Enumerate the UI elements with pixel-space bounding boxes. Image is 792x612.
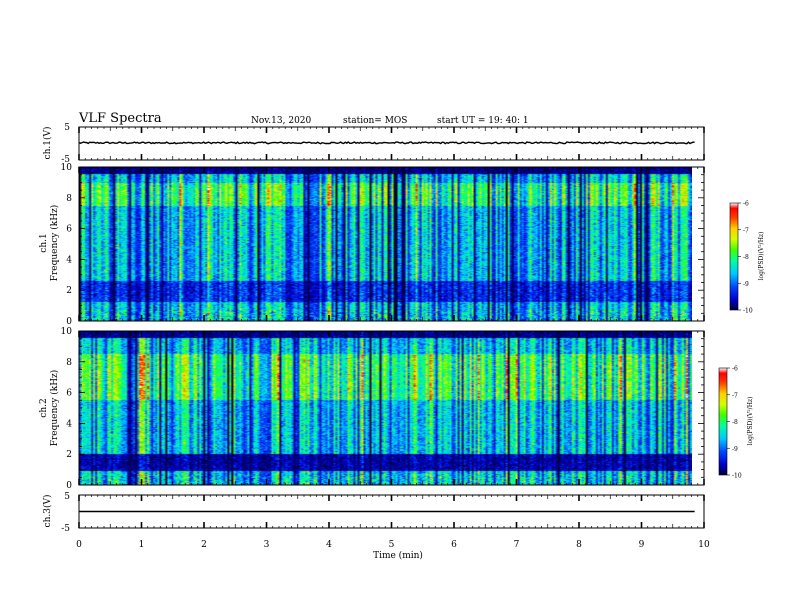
- ch2-colorbar-ticks: -6 -7 -8 -9 -10: [727, 366, 742, 480]
- ch1-freq-ticks: 0 2 4 6 8 10: [61, 163, 705, 327]
- freq-tick-label: 6: [66, 389, 72, 399]
- freq-tick-label: 2: [66, 286, 72, 296]
- time-axis-label: Time (min): [373, 550, 423, 561]
- ch3-ytick-bottom: -5: [61, 524, 70, 534]
- ch1-spectrogram-image: [79, 167, 692, 321]
- colorbar-tick-label: -10: [743, 308, 753, 315]
- ch1-trace: [78, 141, 695, 145]
- colorbar-tick-label: -8: [732, 419, 738, 426]
- freq-tick-label: 0: [66, 317, 72, 327]
- ch1-waveform-panel: 5 -5 ch.1(V): [42, 123, 705, 165]
- freq-tick-label: 4: [66, 255, 72, 265]
- time-tick-label: 2: [201, 540, 207, 550]
- freq-tick-label: 10: [61, 163, 73, 173]
- ch3-waveform-panel: 5 -5 ch.3(V): [42, 492, 705, 534]
- freq-tick-label: 8: [66, 194, 72, 204]
- ch1-colorbar-label: log(PSD)(V²/Hz): [758, 232, 765, 281]
- time-tick-label: 10: [698, 540, 710, 550]
- ch3-ticks: [78, 495, 705, 528]
- time-tick-label: 0: [76, 540, 82, 550]
- time-tick-label: 6: [451, 540, 457, 550]
- colorbar-tick-label: -9: [743, 281, 749, 288]
- ch3-ylabel: ch.3(V): [42, 495, 53, 528]
- time-tick-label: 1: [139, 540, 145, 550]
- ch1-colorbar: -6 -7 -8 -9 -10 log(PSD)(V²/Hz): [729, 201, 765, 315]
- ch2-colorbar-label: log(PSD)(V²/Hz): [747, 397, 754, 446]
- colorbar-tick-label: -7: [743, 227, 749, 234]
- ch1-ticks: [78, 126, 705, 161]
- ch1-ytick-bottom: -5: [61, 155, 70, 165]
- station-label: station= MOS: [343, 116, 408, 126]
- ch1-colorbar-fill: [729, 202, 739, 311]
- colorbar-tick-label: -8: [743, 254, 749, 261]
- time-tick-label: 7: [514, 540, 520, 550]
- colorbar-tick-label: -9: [732, 446, 738, 453]
- colorbar-tick-label: -6: [743, 201, 749, 208]
- time-tick-label: 9: [639, 540, 645, 550]
- date-label: Nov.13, 2020: [251, 116, 312, 126]
- ch1-freq-axis-label: Frequency (kHz): [49, 205, 60, 282]
- ch2-panel-label: ch.2: [39, 398, 49, 417]
- ch3-ytick-top: 5: [64, 492, 70, 502]
- colorbar-tick-label: -6: [732, 366, 738, 373]
- freq-tick-label: 6: [66, 225, 72, 235]
- time-axis: 0 1 2 3 4 5 6 7 8 9 10: [76, 540, 710, 550]
- freq-tick-label: 8: [66, 358, 72, 368]
- ch2-freq-axis-label: Frequency (kHz): [49, 370, 60, 447]
- ch2-spectrogram-image: [79, 331, 692, 485]
- ch1-panel-label: ch.1: [39, 233, 49, 252]
- time-tick-label: 4: [326, 540, 332, 550]
- figure-title: VLF Spectra: [79, 111, 162, 126]
- freq-tick-label: 2: [66, 450, 72, 460]
- ch1-ylabel: ch.1(V): [42, 127, 53, 160]
- ch1-ytick-top: 5: [64, 123, 70, 133]
- ch1-spectrogram-panel: 0 2 4 6 8 10 ch.1 Frequency (kHz): [39, 163, 705, 327]
- ch1-colorbar-ticks: -6 -7 -8 -9 -10: [738, 201, 753, 315]
- time-tick-label: 5: [389, 540, 395, 550]
- colorbar-tick-label: -7: [732, 392, 738, 399]
- ch2-colorbar: -6 -7 -8 -9 -10 log(PSD)(V²/Hz): [718, 366, 754, 480]
- start-ut-label: start UT = 19: 40: 1: [437, 116, 529, 126]
- ch2-spectrogram-panel: 0 2 4 6 8 10 ch.2 Frequency (kHz): [39, 327, 705, 491]
- freq-tick-label: 4: [66, 419, 72, 429]
- ch2-freq-ticks: 0 2 4 6 8 10: [61, 327, 705, 491]
- freq-tick-label: 10: [61, 327, 73, 337]
- time-tick-label: 3: [264, 540, 270, 550]
- freq-tick-label: 0: [66, 481, 72, 491]
- time-tick-label: 8: [576, 540, 582, 550]
- ch2-colorbar-fill: [718, 367, 728, 476]
- colorbar-tick-label: -10: [732, 473, 742, 480]
